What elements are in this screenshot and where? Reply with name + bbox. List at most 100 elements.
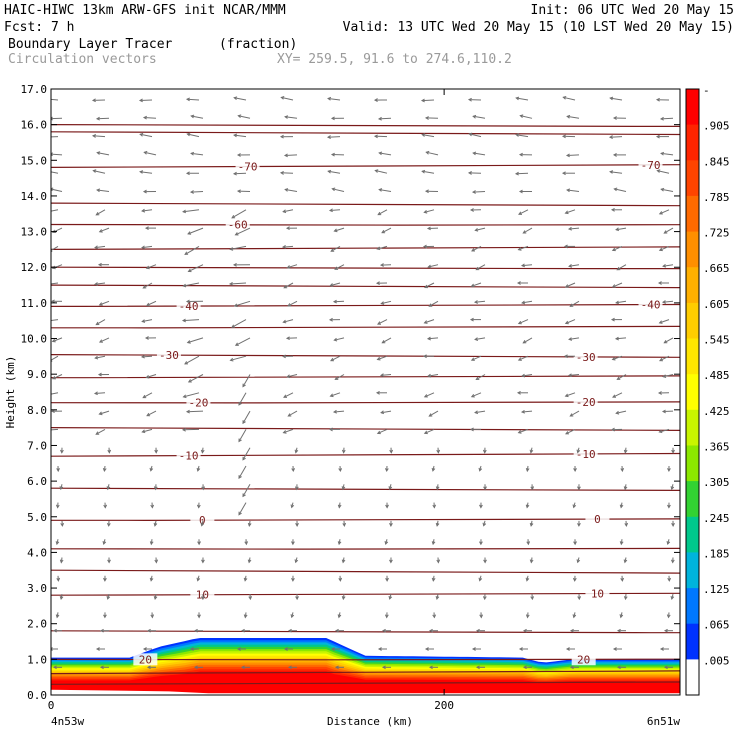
y-tick-label: 13.0 — [21, 226, 48, 239]
colorbar-label: .665 — [703, 262, 730, 275]
colorbar-swatch — [686, 481, 699, 517]
vector-arrow — [661, 118, 673, 119]
x-endpoint-left: 4n53w — [51, 715, 84, 728]
vector-arrowhead — [48, 282, 51, 285]
y-tick-label: 15.0 — [21, 154, 48, 167]
colorbar-swatch — [686, 517, 699, 553]
colorbar-label: .425 — [703, 405, 730, 418]
vector-arrowhead — [46, 98, 49, 101]
contour-label: 20 — [139, 653, 152, 666]
y-tick-label: 1.0 — [27, 653, 47, 666]
contour-line — [51, 165, 680, 168]
vector-arrow — [239, 466, 246, 478]
header-fcst: Fcst: 7 h — [4, 20, 74, 35]
contour-line — [51, 548, 680, 549]
contour-line — [51, 428, 680, 431]
colorbar-swatch — [686, 160, 699, 196]
contour-line — [51, 631, 680, 633]
colorbar-label: .065 — [703, 619, 730, 632]
vector-arrow — [234, 173, 246, 174]
header-title: HAIC-HIWC 13km ARW-GFS init NCAR/MMM — [4, 3, 286, 18]
y-tick-label: 11.0 — [21, 297, 48, 310]
vector-arrow — [230, 283, 246, 284]
vector-arrow — [243, 448, 250, 460]
vector-arrow — [379, 118, 391, 119]
y-tick-label: 5.0 — [27, 511, 47, 524]
contour-label: -10 — [179, 450, 199, 463]
contour-label: -60 — [228, 219, 248, 232]
field-units: (fraction) — [219, 37, 297, 52]
contour-label: -30 — [159, 349, 179, 362]
contour-label: -30 — [576, 351, 596, 364]
vector-arrow — [236, 338, 250, 345]
colorbar-label: .005 — [703, 654, 730, 667]
contour-line — [51, 488, 680, 490]
plot-frame — [51, 89, 680, 695]
colorbar-swatch — [686, 588, 699, 624]
vector-arrow — [473, 192, 485, 193]
contour-label: 10 — [591, 588, 604, 601]
vector-arrow — [187, 411, 203, 412]
y-tick-label: 9.0 — [27, 368, 47, 381]
colorbar-swatch — [686, 374, 699, 410]
colorbar-label: .725 — [703, 227, 730, 240]
circulation-vectors — [46, 97, 675, 669]
vector-arrow — [422, 100, 434, 101]
colorbar-label: .125 — [703, 583, 730, 596]
vector-arrow — [232, 210, 246, 218]
y-tick-label: 12.0 — [21, 261, 48, 274]
contour-line — [51, 305, 680, 307]
contour-label: -70 — [238, 161, 258, 174]
vector-arrow — [191, 192, 203, 193]
colorbar-swatch — [686, 624, 699, 660]
vector-arrow — [516, 173, 528, 174]
contour-label: -40 — [641, 299, 661, 312]
contour-label: 10 — [196, 589, 209, 602]
colorbar-label: .245 — [703, 512, 730, 525]
colorbar-swatch — [686, 232, 699, 268]
vector-arrowhead — [48, 428, 51, 431]
x-axis-label: Distance (km) — [327, 715, 413, 728]
vector-arrowhead — [48, 319, 51, 322]
y-tick-label: 16.0 — [21, 119, 48, 132]
y-axis-label: Height (km) — [4, 356, 17, 429]
x-tick-label: 0 — [48, 699, 55, 712]
colorbar-label: .185 — [703, 547, 730, 560]
vector-arrow — [140, 100, 152, 101]
contour-line — [51, 225, 680, 226]
vector-arrow — [185, 356, 199, 364]
contour-line — [51, 203, 680, 206]
colorbar: -.905.845.785.725.665.605.545.485.425.36… — [686, 84, 730, 696]
vector-arrow — [328, 137, 340, 138]
y-tick-label: 2.0 — [27, 618, 47, 631]
contour-line — [51, 132, 680, 135]
colorbar-swatch — [686, 446, 699, 482]
contour-label: 20 — [577, 653, 590, 666]
colorbar-swatch — [686, 339, 699, 375]
colorbar-swatch — [686, 410, 699, 446]
y-tick-label: 8.0 — [27, 404, 47, 417]
colorbar-swatch — [686, 552, 699, 588]
colorbar-label: .365 — [703, 440, 730, 453]
contour-line — [51, 570, 680, 573]
colorbar-label: .905 — [703, 120, 730, 133]
contour-line — [51, 267, 680, 268]
contour-label: -70 — [641, 159, 661, 172]
y-tick-label: 0.0 — [27, 689, 47, 702]
vector-arrow — [46, 171, 58, 173]
contour-line — [51, 125, 680, 127]
colorbar-swatch — [686, 303, 699, 339]
vector-arrow — [46, 99, 58, 100]
vector-arrow — [610, 137, 622, 138]
vector-arrow — [243, 484, 250, 496]
y-tick-label: 17.0 — [21, 83, 48, 96]
colorbar-swatch — [686, 196, 699, 232]
vector-arrow — [243, 375, 250, 387]
colorbar-label: .845 — [703, 155, 730, 168]
vector-arrow — [232, 320, 246, 328]
tracer-fill — [51, 638, 680, 695]
vector-arrow — [239, 503, 246, 515]
y-tick-label: 7.0 — [27, 439, 47, 452]
